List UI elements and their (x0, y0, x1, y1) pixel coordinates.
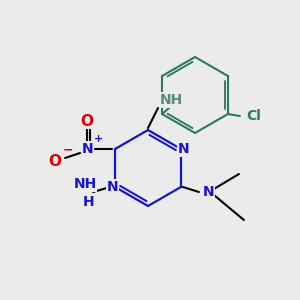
Text: O: O (49, 154, 62, 169)
Text: N: N (81, 142, 93, 156)
Text: H: H (82, 195, 94, 209)
Text: −: − (63, 143, 74, 156)
Text: +: + (94, 134, 103, 144)
Text: N: N (178, 142, 190, 156)
Text: N: N (106, 180, 118, 194)
Text: NH: NH (160, 93, 183, 107)
Text: N: N (203, 185, 215, 199)
Text: Cl: Cl (247, 109, 261, 123)
Text: O: O (81, 113, 94, 128)
Text: NH: NH (74, 177, 97, 191)
